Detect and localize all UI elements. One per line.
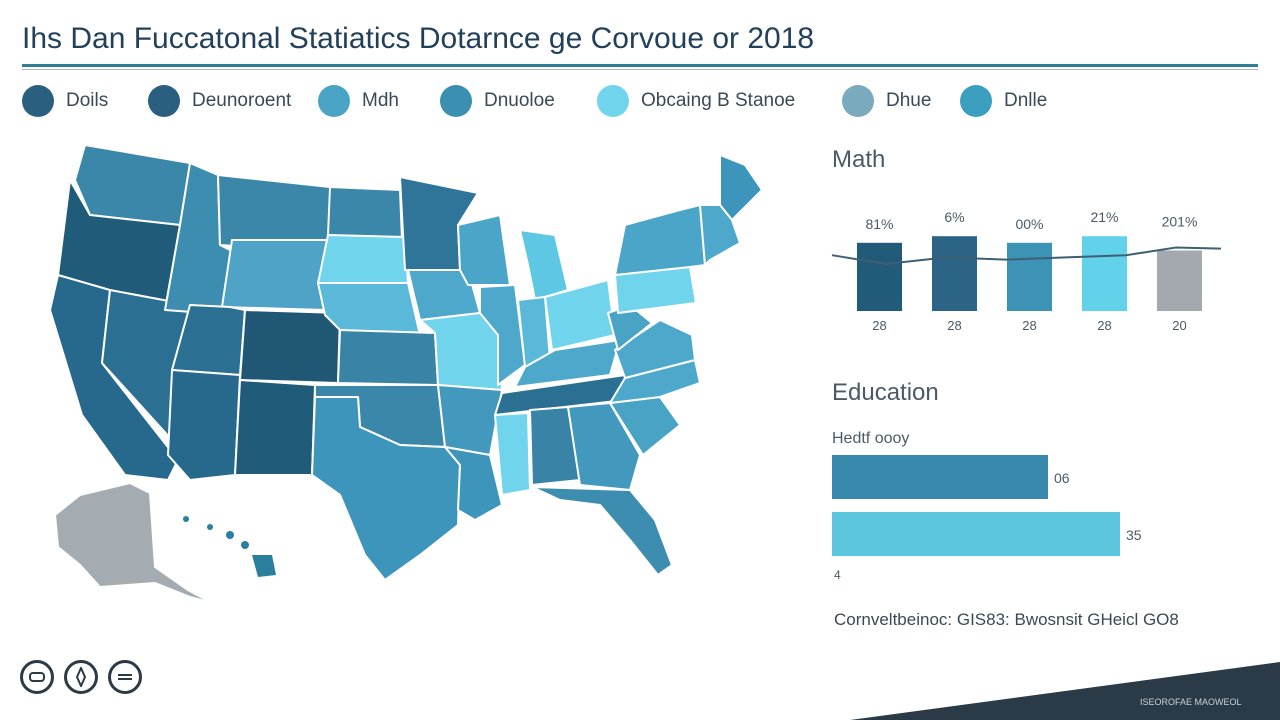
legend-label: Dnlle xyxy=(1004,90,1048,111)
state-co[interactable] xyxy=(239,309,341,384)
math-bar xyxy=(932,236,977,311)
math-category-label: 28 xyxy=(1097,318,1111,333)
legend-item: Dhue xyxy=(842,84,931,118)
legend-swatch xyxy=(842,85,874,117)
math-bar xyxy=(857,242,902,311)
education-bar xyxy=(832,512,1120,556)
legend-item: Doils xyxy=(22,84,108,118)
state-mi[interactable] xyxy=(519,229,569,301)
state-ms[interactable] xyxy=(494,412,531,496)
state-il[interactable] xyxy=(479,284,526,386)
state-sd[interactable] xyxy=(317,234,409,284)
math-trend-line xyxy=(831,246,1222,266)
education-axis-tick: 4 xyxy=(834,568,841,582)
plate-icon[interactable] xyxy=(20,660,54,694)
math-category-label: 20 xyxy=(1172,318,1186,333)
state-hi[interactable] xyxy=(183,516,276,577)
math-bar xyxy=(1157,250,1202,311)
state-ak[interactable] xyxy=(53,481,213,604)
compass-icon[interactable] xyxy=(64,660,98,694)
page-title: Ihs Dan Fuccatonal Statiatics Dotarnce g… xyxy=(22,22,815,55)
title-underline xyxy=(22,64,1258,67)
legend-item: Dnuoloe xyxy=(440,84,555,118)
state-ky[interactable] xyxy=(514,339,621,388)
legend-item: Dnlle xyxy=(960,84,1047,118)
state-ar[interactable] xyxy=(437,384,503,456)
state-nd[interactable] xyxy=(327,186,403,241)
dish-icon[interactable] xyxy=(108,660,142,694)
state-ga[interactable] xyxy=(567,402,641,491)
state-va[interactable] xyxy=(614,319,696,379)
math-panel-title: Math xyxy=(832,146,886,173)
state-nm[interactable] xyxy=(234,379,316,476)
math-category-label: 28 xyxy=(1022,318,1036,333)
legend-label: Dnuoloe xyxy=(484,90,555,111)
state-az[interactable] xyxy=(167,369,241,481)
state-wi[interactable] xyxy=(457,214,511,286)
legend-swatch xyxy=(148,85,180,117)
legend-label: Mdh xyxy=(362,90,399,111)
math-category-label: 28 xyxy=(947,318,961,333)
title-underline-thin xyxy=(22,69,1258,70)
legend-label: Obcaing B Stanoe xyxy=(641,90,796,111)
math-bar xyxy=(1007,242,1052,311)
education-panel-title: Education xyxy=(832,379,939,406)
legend-swatch xyxy=(440,85,472,117)
corner-credit: ISEOROFAE MAOWEOL xyxy=(1140,697,1242,707)
education-bar-value: 35 xyxy=(1126,527,1142,543)
state-mt[interactable] xyxy=(217,174,331,248)
state-la[interactable] xyxy=(444,446,503,521)
legend-swatch xyxy=(597,85,629,117)
education-sublabel: Hedtf oooy xyxy=(832,430,910,447)
state-wy[interactable] xyxy=(221,239,329,311)
legend-swatch xyxy=(960,85,992,117)
footer-icons xyxy=(20,660,142,694)
legend-item: Obcaing B Stanoe xyxy=(597,84,795,118)
math-value-label: 201% xyxy=(1162,214,1198,230)
education-bar-value: 06 xyxy=(1054,470,1070,486)
legend-item: Mdh xyxy=(318,84,399,118)
us-choropleth-map xyxy=(49,144,763,604)
legend-label: Doils xyxy=(66,90,109,111)
state-tx[interactable] xyxy=(311,396,461,581)
legend-swatch xyxy=(22,85,54,117)
legend-label: Deunoroent xyxy=(192,90,292,111)
state-fl[interactable] xyxy=(531,486,673,576)
math-value-label: 21% xyxy=(1090,209,1118,225)
state-ny[interactable] xyxy=(614,204,706,276)
state-ks[interactable] xyxy=(337,329,439,386)
math-value-label: 6% xyxy=(944,209,964,225)
state-new-england[interactable] xyxy=(699,204,741,266)
legend-item: Deunoroent xyxy=(148,84,291,118)
legend-label: Dhue xyxy=(886,90,932,111)
legend: Doils Deunoroent Mdh Dnuoloe Obcaing B S… xyxy=(22,84,1082,118)
math-category-label: 28 xyxy=(872,318,886,333)
math-bar xyxy=(1082,236,1127,311)
state-wa[interactable] xyxy=(74,144,191,226)
source-note: Cornveltbeinoc: GIS83: Bwosnsit GHeicl G… xyxy=(834,610,1179,629)
math-bar-chart: 28 81% 28 6% 28 00% 28 21% 20 201% xyxy=(831,209,1222,333)
state-me[interactable] xyxy=(719,154,763,221)
math-value-label: 81% xyxy=(865,216,893,232)
education-bar xyxy=(832,455,1048,499)
legend-swatch xyxy=(318,85,350,117)
math-value-label: 00% xyxy=(1015,216,1043,232)
